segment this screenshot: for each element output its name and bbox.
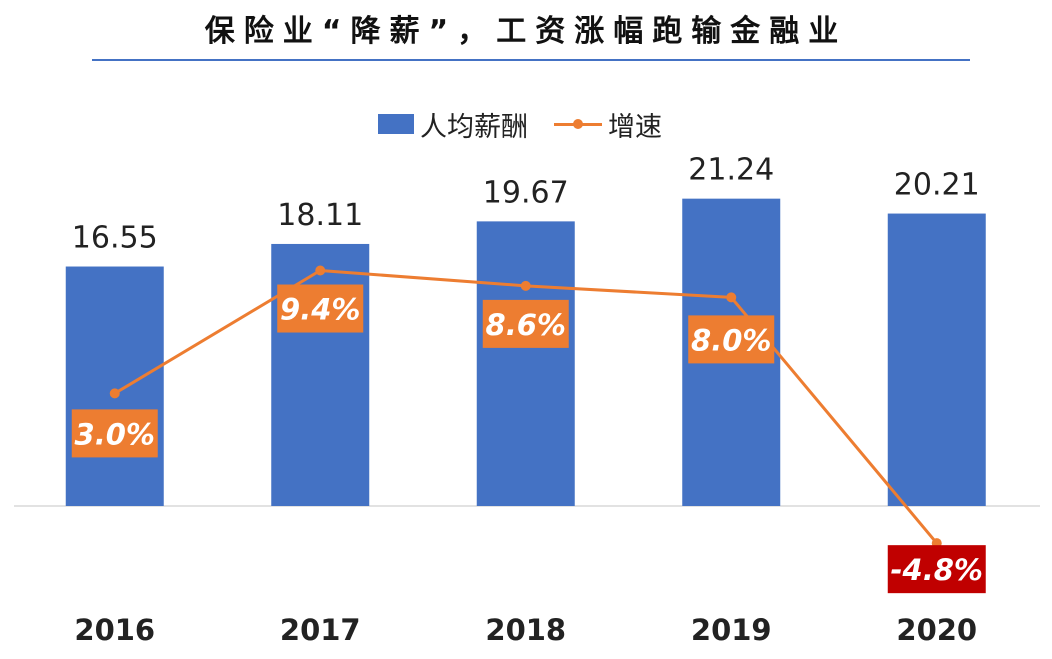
legend-line-swatch bbox=[554, 118, 602, 129]
bar-value-label-2016: 16.55 bbox=[72, 221, 158, 256]
growth-label-box-2016 bbox=[71, 409, 158, 458]
bar-2017 bbox=[271, 243, 370, 506]
x-tick-label-2020: 2020 bbox=[896, 613, 977, 647]
x-tick-label-2016: 2016 bbox=[74, 613, 155, 647]
growth-label-box-2018 bbox=[482, 299, 569, 348]
growth-point-2017 bbox=[315, 265, 326, 276]
bar-value-label-2020: 20.21 bbox=[894, 168, 980, 203]
bar-2018 bbox=[476, 221, 575, 506]
chart-title: 保险业“降薪”，工资涨幅跑输金融业 bbox=[204, 14, 848, 49]
growth-label-box-2017 bbox=[277, 284, 364, 333]
bar-value-label-2017: 18.11 bbox=[277, 198, 363, 233]
title-underline bbox=[92, 59, 970, 61]
bar-value-label-2018: 19.67 bbox=[483, 175, 569, 210]
growth-point-2018 bbox=[520, 280, 531, 291]
growth-label-2019: 8.0% bbox=[691, 323, 771, 357]
legend-bar-swatch bbox=[378, 114, 414, 134]
legend-bar-label: 人均薪酬 bbox=[420, 111, 528, 143]
growth-label-box-2020 bbox=[887, 545, 986, 594]
bar-2016 bbox=[65, 266, 164, 506]
legend: 人均薪酬 增速 bbox=[378, 104, 662, 144]
growth-label-2016: 3.0% bbox=[75, 417, 155, 451]
growth-point-2016 bbox=[109, 388, 120, 399]
bar-2020 bbox=[887, 213, 986, 507]
bar-value-label-2019: 21.24 bbox=[688, 153, 774, 188]
growth-label-2017: 9.4% bbox=[280, 293, 360, 327]
legend-line-label: 增速 bbox=[608, 111, 662, 143]
growth-label-2020: -4.8% bbox=[891, 553, 983, 587]
growth-label-2018: 8.6% bbox=[486, 308, 566, 342]
growth-label-box-2019 bbox=[688, 315, 775, 364]
growth-point-2019 bbox=[726, 292, 737, 303]
x-tick-label-2019: 2019 bbox=[691, 613, 772, 647]
x-tick-label-2018: 2018 bbox=[485, 613, 566, 647]
x-tick-label-2017: 2017 bbox=[280, 613, 361, 647]
